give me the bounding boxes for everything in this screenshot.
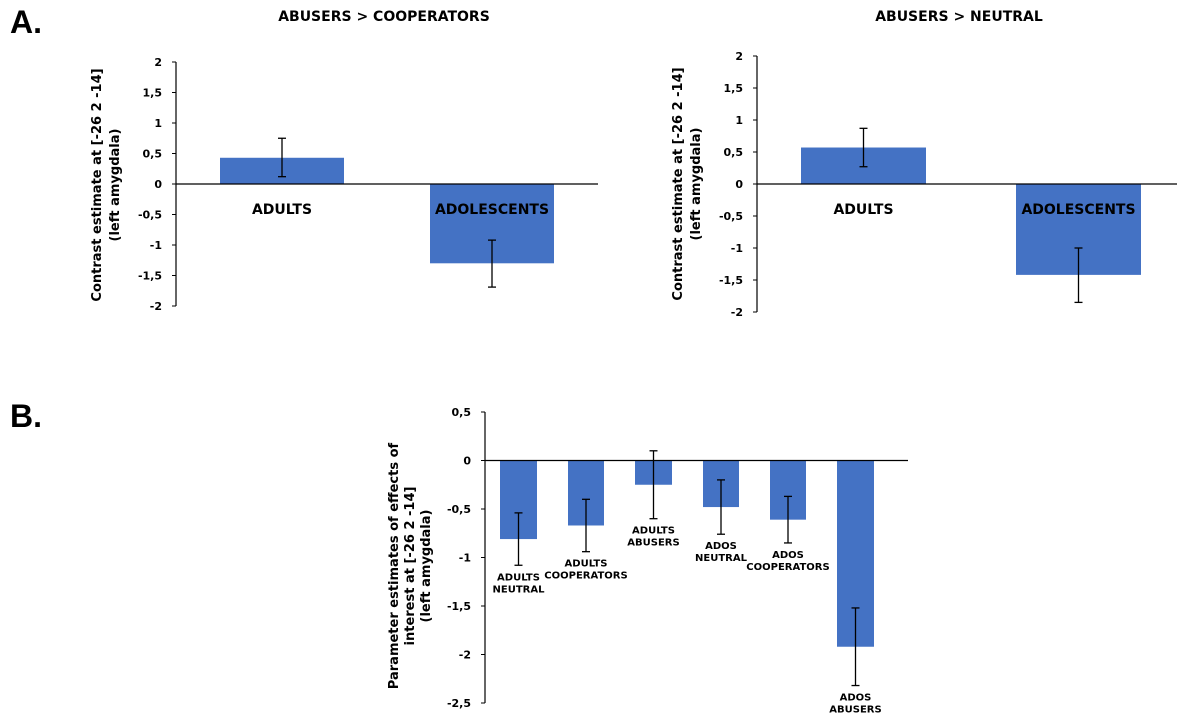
category-label: ADULTS (565, 559, 608, 570)
y-tick-label: -1,5 (719, 274, 743, 287)
y-tick-label: 2 (735, 50, 743, 63)
y-axis-label: (left amygdala) (108, 129, 123, 242)
y-tick-label: 0 (735, 178, 743, 191)
category-label: ADOS (705, 541, 737, 552)
category-label: NEUTRAL (493, 584, 546, 595)
category-label: ABUSERS (829, 705, 881, 716)
category-label: COOPERATORS (544, 571, 627, 582)
y-tick-label: 0 (154, 178, 162, 191)
y-tick-label: 1,5 (724, 82, 744, 95)
category-label: ADULTS (833, 202, 893, 218)
category-label: ADOLESCENTS (435, 202, 549, 218)
y-tick-label: -2 (459, 649, 471, 662)
y-tick-label: -2,5 (447, 697, 471, 710)
y-axis-label: Contrast estimate at [-26 2 -14] (671, 67, 686, 300)
category-label: COOPERATORS (746, 562, 829, 573)
y-tick-label: 0,5 (143, 148, 163, 161)
y-tick-label: 2 (154, 56, 162, 69)
panel-label-a: A. (10, 4, 42, 40)
y-axis-label: interest at [-26 2 -14] (403, 487, 418, 646)
y-tick-label: 1,5 (143, 87, 163, 100)
y-tick-label: -1 (150, 239, 162, 252)
chart-title: ABUSERS > COOPERATORS (278, 9, 490, 25)
category-label: ADOS (772, 550, 804, 561)
category-label: ADOLESCENTS (1021, 202, 1135, 218)
y-tick-label: 0,5 (452, 406, 472, 419)
y-tick-label: -1 (731, 242, 743, 255)
category-label: ADULTS (497, 572, 540, 583)
y-tick-label: -0,5 (447, 503, 471, 516)
y-tick-label: 0 (463, 455, 471, 468)
y-tick-label: -1,5 (447, 600, 471, 613)
category-label: ADULTS (632, 526, 675, 537)
category-label: ABUSERS (627, 538, 679, 549)
y-tick-label: 1 (154, 117, 162, 130)
y-axis-label: Contrast estimate at [-26 2 -14] (90, 68, 105, 301)
y-tick-label: -2 (731, 306, 743, 319)
panel-label-b: B. (10, 398, 42, 434)
category-label: ADOS (840, 693, 872, 704)
category-label: NEUTRAL (695, 553, 748, 564)
y-axis-label: Parameter estimates of effects of (387, 442, 402, 689)
category-label: ADULTS (252, 202, 312, 218)
chart-title: ABUSERS > NEUTRAL (875, 9, 1043, 25)
y-tick-label: -0,5 (719, 210, 743, 223)
y-axis-label: (left amygdala) (689, 128, 704, 241)
y-tick-label: 1 (735, 114, 743, 127)
y-tick-label: 0,5 (724, 146, 744, 159)
y-tick-label: -1,5 (138, 270, 162, 283)
y-axis-label: (left amygdala) (419, 510, 434, 623)
y-tick-label: -2 (150, 300, 162, 313)
y-tick-label: -0,5 (138, 209, 162, 222)
y-tick-label: -1 (459, 552, 471, 565)
